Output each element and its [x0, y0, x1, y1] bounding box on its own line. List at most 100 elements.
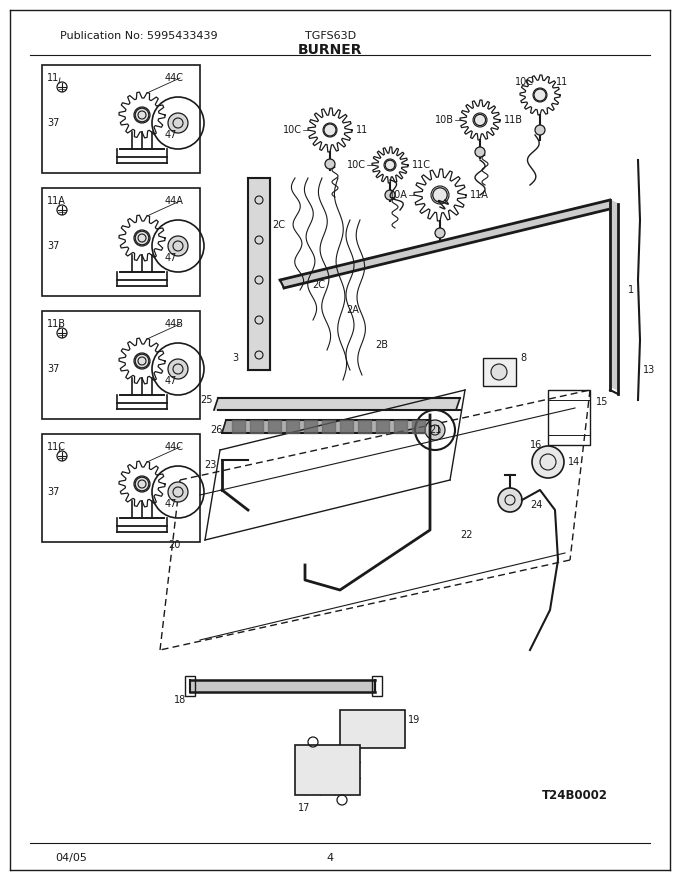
Polygon shape: [286, 420, 299, 433]
Polygon shape: [280, 200, 614, 288]
Circle shape: [431, 186, 449, 204]
Text: 17: 17: [298, 803, 310, 813]
Text: 11A: 11A: [470, 190, 489, 200]
Text: 10C: 10C: [515, 77, 534, 87]
Text: 16: 16: [530, 440, 542, 450]
Circle shape: [168, 359, 188, 379]
Text: 47: 47: [165, 499, 177, 509]
Text: 47: 47: [165, 376, 177, 386]
Polygon shape: [190, 680, 375, 692]
Text: 22: 22: [460, 530, 473, 540]
Text: 37: 37: [47, 118, 59, 128]
Polygon shape: [248, 178, 270, 370]
Text: 14: 14: [568, 457, 580, 467]
Text: TGFS63D: TGFS63D: [305, 31, 356, 41]
Text: 1: 1: [628, 285, 634, 295]
Text: 2A: 2A: [346, 305, 359, 315]
Circle shape: [134, 353, 150, 369]
Polygon shape: [412, 420, 425, 433]
Text: 11C: 11C: [412, 160, 431, 170]
Text: 26: 26: [210, 425, 222, 435]
Text: 15: 15: [596, 397, 609, 407]
Text: 37: 37: [47, 487, 59, 497]
Bar: [548, 390, 590, 445]
Circle shape: [168, 482, 188, 502]
Bar: [372, 676, 382, 696]
Bar: [42, 311, 200, 419]
Text: 25: 25: [200, 395, 213, 405]
Circle shape: [134, 476, 150, 492]
Circle shape: [325, 159, 335, 169]
Text: 19: 19: [408, 715, 420, 725]
Circle shape: [498, 488, 522, 512]
Polygon shape: [322, 420, 335, 433]
Polygon shape: [394, 420, 407, 433]
Circle shape: [134, 107, 150, 123]
Circle shape: [535, 125, 545, 135]
Text: 20: 20: [168, 540, 180, 550]
Text: BURNER: BURNER: [298, 43, 362, 57]
Polygon shape: [376, 420, 389, 433]
Text: 4: 4: [326, 853, 334, 863]
Bar: [483, 358, 516, 386]
Polygon shape: [268, 420, 281, 433]
Bar: [340, 710, 405, 748]
Text: 8: 8: [520, 353, 526, 363]
Text: 37: 37: [47, 364, 59, 374]
Text: 44C: 44C: [165, 442, 184, 452]
Text: 04/05: 04/05: [55, 853, 87, 863]
Text: 11: 11: [356, 125, 369, 135]
Text: 11A: 11A: [47, 196, 66, 206]
Polygon shape: [358, 420, 371, 433]
Text: 2B: 2B: [375, 340, 388, 350]
Text: 2C: 2C: [272, 220, 285, 230]
Text: 37: 37: [47, 241, 59, 251]
Text: 44B: 44B: [165, 319, 184, 329]
Text: 11C: 11C: [47, 442, 66, 452]
Text: 18: 18: [174, 695, 186, 705]
Text: 21: 21: [429, 425, 441, 435]
Text: 2C: 2C: [312, 280, 325, 290]
Text: 47: 47: [165, 253, 177, 263]
Circle shape: [385, 190, 395, 200]
Polygon shape: [250, 420, 263, 433]
Bar: [185, 676, 195, 696]
Polygon shape: [340, 420, 353, 433]
Bar: [42, 188, 200, 296]
Text: 11: 11: [47, 73, 59, 83]
Text: 11B: 11B: [504, 115, 523, 125]
Text: Publication No: 5995433439: Publication No: 5995433439: [60, 31, 218, 41]
Circle shape: [473, 113, 487, 127]
Circle shape: [435, 228, 445, 238]
Text: T24B0002: T24B0002: [542, 788, 608, 802]
Polygon shape: [222, 420, 430, 433]
Polygon shape: [232, 420, 245, 433]
Circle shape: [532, 446, 564, 478]
Text: 44A: 44A: [165, 196, 184, 206]
Text: 11B: 11B: [47, 319, 66, 329]
Text: 44C: 44C: [165, 73, 184, 83]
Text: 11: 11: [556, 77, 568, 87]
Text: 10C: 10C: [283, 125, 302, 135]
Circle shape: [134, 230, 150, 246]
Circle shape: [168, 113, 188, 133]
Bar: [42, 434, 200, 542]
Polygon shape: [610, 200, 618, 390]
Polygon shape: [214, 398, 460, 410]
Text: 3: 3: [232, 353, 238, 363]
Text: 10C: 10C: [347, 160, 366, 170]
Text: 13: 13: [643, 365, 656, 375]
Circle shape: [475, 147, 485, 157]
Text: 23: 23: [204, 460, 216, 470]
Polygon shape: [304, 420, 317, 433]
Circle shape: [491, 364, 507, 380]
Text: 47: 47: [165, 130, 177, 140]
Text: 24: 24: [530, 500, 543, 510]
Circle shape: [533, 88, 547, 102]
Circle shape: [384, 159, 396, 171]
Circle shape: [168, 236, 188, 256]
Bar: [42, 65, 200, 173]
Circle shape: [425, 420, 445, 440]
Text: 10B: 10B: [435, 115, 454, 125]
Text: 10A: 10A: [389, 190, 408, 200]
